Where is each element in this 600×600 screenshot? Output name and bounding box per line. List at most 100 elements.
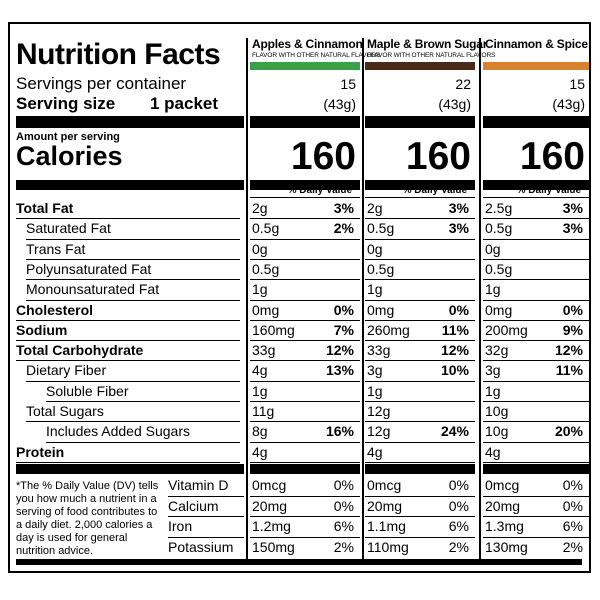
row-rule bbox=[483, 442, 589, 443]
vitamin-daily-value: 2% bbox=[562, 538, 583, 555]
serving-size-value: 1 packet bbox=[150, 94, 219, 113]
row-rule bbox=[365, 340, 475, 341]
nutrient-amount: 160mg bbox=[252, 321, 295, 338]
nutrient-daily-value: 16% bbox=[325, 423, 354, 440]
nutrient-daily-value: 12% bbox=[554, 342, 583, 359]
column-divider bbox=[246, 38, 248, 559]
panel-title: Nutrition Facts bbox=[16, 38, 221, 71]
nutrient-label: Total Sugars bbox=[26, 403, 104, 419]
vitamin-label: Potassium bbox=[168, 538, 234, 555]
row-rule bbox=[483, 320, 589, 321]
vitamin-daily-value: 0% bbox=[333, 497, 354, 514]
nutrient-amount: 0mg bbox=[252, 301, 280, 318]
vitamin-amount: 130mg bbox=[485, 538, 528, 555]
nutrient-amount: 0g bbox=[485, 240, 501, 257]
row-rule bbox=[16, 360, 240, 361]
daily-value-footnote: *The % Daily Value (DV) tells you how mu… bbox=[16, 480, 159, 557]
row-rule bbox=[365, 239, 475, 240]
divider-bar bbox=[16, 559, 582, 565]
divider-bar bbox=[483, 464, 589, 474]
nutrient-daily-value: 24% bbox=[440, 423, 469, 440]
nutrient-amount: 8g bbox=[252, 423, 268, 440]
row-rule bbox=[26, 279, 240, 280]
nutrient-daily-value: 9% bbox=[562, 321, 583, 338]
row-rule bbox=[365, 516, 475, 517]
vitamin-daily-value: 0% bbox=[562, 497, 583, 514]
row-rule bbox=[250, 401, 360, 402]
vitamin-daily-value: 6% bbox=[333, 518, 354, 534]
nutrition-facts-panel: Nutrition Facts Servings per container S… bbox=[8, 22, 591, 573]
nutrient-label: Polyunsaturated Fat bbox=[26, 260, 152, 277]
flavor-color-swatch bbox=[365, 62, 475, 70]
product-name: Cinnamon & Spice bbox=[485, 37, 588, 51]
divider-bar bbox=[250, 116, 360, 128]
row-rule bbox=[483, 300, 589, 301]
row-rule bbox=[250, 239, 360, 240]
product-subtitle: FLAVOR WITH OTHER NATURAL FLAVORS bbox=[367, 52, 496, 59]
row-rule bbox=[250, 197, 360, 198]
nutrient-amount: 4g bbox=[252, 362, 268, 379]
servings-value: 15 bbox=[569, 76, 585, 92]
servings-label: Servings per container bbox=[16, 74, 187, 93]
nutrient-amount: 0mg bbox=[367, 301, 395, 318]
row-rule bbox=[483, 537, 589, 538]
nutrient-label: Soluble Fiber bbox=[46, 382, 129, 399]
nutrient-amount: 3g bbox=[367, 362, 383, 379]
row-rule bbox=[365, 197, 475, 198]
row-rule bbox=[250, 421, 360, 422]
row-rule bbox=[483, 340, 589, 341]
vitamin-daily-value: 2% bbox=[333, 538, 354, 555]
product-name: Maple & Brown Sugar bbox=[367, 37, 488, 51]
row-rule bbox=[483, 421, 589, 422]
row-rule bbox=[16, 320, 240, 321]
amount-per-serving-label: Amount per serving bbox=[16, 131, 120, 143]
nutrient-amount: 1g bbox=[485, 281, 501, 298]
calories-value: 160 bbox=[519, 135, 585, 178]
row-rule bbox=[365, 496, 475, 497]
nutrient-amount: 0g bbox=[367, 240, 383, 257]
nutrient-amount: 33g bbox=[367, 342, 391, 359]
nutrient-amount: 12g bbox=[367, 403, 391, 419]
row-rule bbox=[483, 401, 589, 402]
row-rule bbox=[483, 239, 589, 240]
row-rule bbox=[483, 462, 589, 463]
nutrient-daily-value: 12% bbox=[440, 342, 469, 359]
nutrient-amount: 2g bbox=[252, 200, 268, 216]
nutrient-daily-value: 3% bbox=[562, 220, 583, 237]
row-rule bbox=[16, 218, 240, 219]
row-rule bbox=[483, 259, 589, 260]
nutrient-amount: 1g bbox=[252, 281, 268, 298]
nutrient-amount: 260mg bbox=[367, 321, 410, 338]
divider-bar bbox=[250, 464, 360, 474]
nutrient-amount: 0.5g bbox=[367, 260, 395, 277]
flavor-color-swatch bbox=[250, 62, 360, 70]
product-name: Apples & Cinnamon bbox=[252, 37, 363, 51]
product-subtitle: FLAVOR WITH OTHER NATURAL FLAVORS bbox=[252, 52, 381, 59]
serving-grams: (43g) bbox=[438, 96, 471, 112]
nutrient-label: Total Fat bbox=[16, 200, 74, 216]
column-divider bbox=[362, 38, 364, 559]
row-rule bbox=[483, 496, 589, 497]
nutrient-daily-value: 3% bbox=[448, 220, 469, 237]
row-rule bbox=[483, 516, 589, 517]
divider-bar bbox=[483, 180, 589, 190]
divider-bar bbox=[365, 464, 475, 474]
row-rule bbox=[250, 279, 360, 280]
row-rule bbox=[250, 537, 360, 538]
calories-label: Calories bbox=[16, 141, 123, 171]
row-rule bbox=[46, 442, 240, 443]
nutrient-daily-value: 0% bbox=[562, 301, 583, 318]
nutrient-amount: 10g bbox=[485, 403, 509, 419]
nutrient-daily-value: 3% bbox=[448, 200, 469, 216]
row-rule bbox=[250, 442, 360, 443]
nutrient-label: Includes Added Sugars bbox=[46, 423, 190, 440]
nutrient-label: Trans Fat bbox=[26, 240, 86, 257]
row-rule bbox=[250, 300, 360, 301]
row-rule bbox=[483, 218, 589, 219]
vitamin-amount: 1.2mg bbox=[252, 518, 291, 534]
divider-bar bbox=[250, 180, 360, 190]
serving-size-label: Serving size bbox=[16, 94, 116, 113]
row-rule bbox=[26, 300, 240, 301]
vitamin-daily-value: 0% bbox=[333, 477, 354, 493]
nutrient-label: Monounsaturated Fat bbox=[26, 281, 160, 298]
